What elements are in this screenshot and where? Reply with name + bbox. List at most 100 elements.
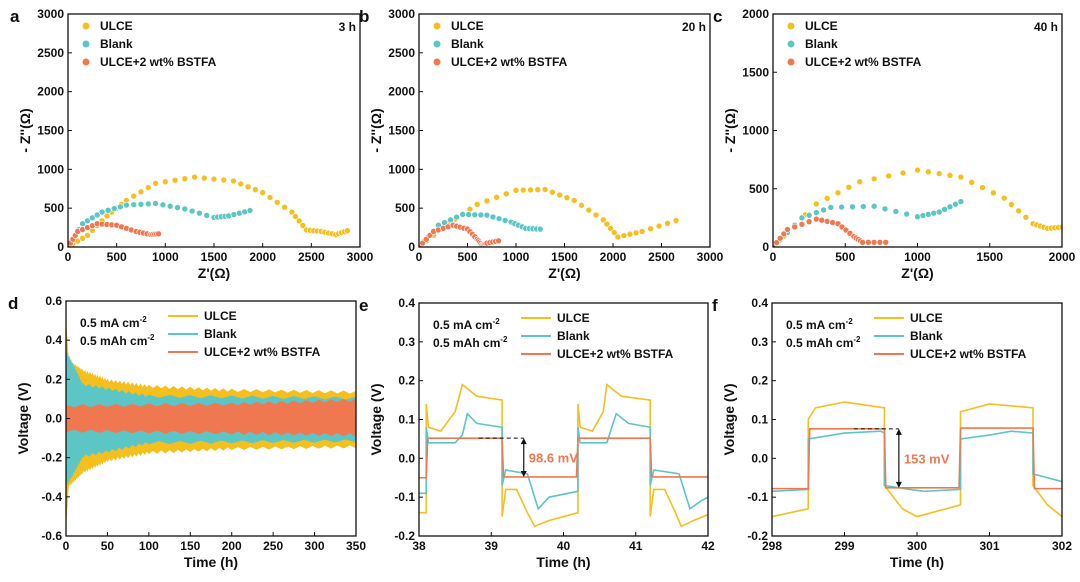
legend-label: Blank — [557, 329, 590, 343]
legend-label: Blank — [451, 37, 484, 51]
data-point-ulce — [610, 229, 618, 236]
x-tick-label: 0 — [63, 539, 70, 553]
legend-label: Blank — [910, 329, 943, 343]
data-point-bstfa — [495, 237, 502, 245]
y-tick-label: -0.1 — [394, 490, 415, 504]
y-tick-label: 0.4 — [45, 333, 62, 347]
data-point-ulce — [607, 225, 614, 232]
data-point-ulce — [292, 213, 299, 220]
data-point-blank — [246, 207, 254, 214]
data-point-ulce — [527, 186, 534, 194]
y-tick-label: 0.6 — [45, 294, 62, 308]
plot-area — [772, 401, 1062, 518]
data-point-blank — [881, 205, 889, 213]
legend-label: ULCE+2 wt% BSTFA — [805, 55, 922, 69]
series-band-bstfa — [66, 398, 356, 437]
data-point-ulce — [220, 176, 228, 184]
y-tick-label: 3000 — [37, 7, 64, 21]
y-tick-label: 0 — [408, 240, 415, 254]
data-point-bstfa — [870, 239, 878, 246]
data-point-blank — [152, 200, 159, 207]
legend-label: Blank — [805, 37, 838, 51]
panel-f: 153 mV 298 299 300 301 302 -0.2 -0.1 0.0 0.1 0.2 0.… — [712, 296, 1072, 570]
data-point-ulce — [230, 177, 237, 185]
x-tick-label: 300 — [907, 539, 927, 553]
legend-marker — [433, 40, 441, 48]
data-point-ulce — [152, 180, 159, 187]
x-tick-label: 39 — [485, 539, 499, 553]
data-point-ulce — [578, 201, 585, 209]
data-point-blank — [453, 213, 460, 221]
data-point-blank — [465, 211, 473, 218]
data-point-blank — [174, 204, 181, 211]
data-point-bstfa — [776, 234, 784, 242]
legend-label: ULCE+2 wt% BSTFA — [100, 55, 217, 69]
data-point-ulce — [813, 200, 820, 208]
x-tick-label: 42 — [701, 539, 715, 553]
data-point-bstfa — [805, 218, 813, 225]
x-tick-label: 3000 — [697, 250, 724, 264]
legend-label: ULCE — [100, 19, 133, 33]
y-tick-label: 1000 — [37, 162, 64, 176]
data-point-ulce — [563, 194, 571, 201]
x-tick-label: 200 — [222, 539, 242, 553]
data-point-ulce — [899, 169, 907, 177]
data-point-blank — [471, 211, 479, 219]
data-point-ulce — [200, 174, 208, 182]
series-line-bstfa — [772, 427, 1062, 490]
data-point-ulce — [1058, 223, 1062, 231]
legend: ULCE Blank ULCE+2 wt% BSTFA — [521, 311, 674, 361]
condition-label: 0.5 mAh cm-2 — [433, 335, 508, 350]
data-point-ulce — [259, 189, 266, 196]
data-point-ulce — [845, 183, 853, 191]
x-tick-label: 2000 — [600, 250, 627, 264]
data-point-ulce — [1000, 194, 1008, 202]
y-tick-label: 0.2 — [45, 372, 62, 386]
y-tick-label: 500 — [395, 201, 415, 215]
panel-b: 0 500 1000 1500 2000 2500 3000 0 500 1000 1500 2000… — [359, 7, 724, 281]
panel-label: b — [359, 7, 369, 26]
data-point-ulce — [541, 186, 549, 193]
x-tick-label: 50 — [101, 539, 115, 553]
data-point-blank — [236, 209, 243, 217]
y-tick-label: 0.3 — [751, 335, 768, 349]
data-point-blank — [110, 205, 118, 212]
x-tick-label: 40 — [557, 539, 571, 553]
y-axis-label: - Z''(Ω) — [17, 108, 33, 152]
panel-c: 0 500 1000 1500 2000 0 500 1000 1500 2000 Z'(Ω) - Z… — [713, 7, 1076, 281]
x-tick-label: 100 — [139, 539, 159, 553]
data-point-blank — [501, 217, 509, 224]
data-point-ulce — [1008, 201, 1015, 208]
data-point-ulce — [914, 166, 921, 174]
x-tick-label: 0 — [416, 250, 423, 264]
data-point-blank — [805, 211, 813, 219]
condition-label: 0.5 mAh cm-2 — [80, 333, 155, 348]
data-point-ulce — [84, 232, 91, 239]
y-tick-label: 0.4 — [751, 296, 768, 310]
data-point-blank — [798, 214, 806, 222]
series-line-blank — [772, 430, 1062, 493]
data-point-blank — [181, 205, 189, 213]
legend-label: ULCE+2 wt% BSTFA — [451, 55, 568, 69]
series-line-blank — [419, 412, 708, 511]
data-point-ulce — [870, 175, 878, 183]
data-point-ulce — [620, 232, 628, 239]
y-tick-label: 3000 — [388, 7, 415, 21]
x-tick-label: 350 — [346, 539, 366, 553]
data-point-ulce — [145, 184, 152, 191]
data-point-ulce — [79, 234, 86, 242]
overpotential-label: 98.6 mV — [529, 451, 578, 466]
y-tick-label: -0.2 — [394, 529, 415, 543]
y-tick-label: -0.2 — [747, 529, 768, 543]
data-point-blank — [203, 212, 210, 219]
y-tick-label: -0.1 — [747, 490, 768, 504]
x-tick-label: 0 — [65, 250, 72, 264]
panel-label: e — [359, 296, 368, 315]
legend-label: Blank — [100, 37, 133, 51]
data-point-bstfa — [865, 239, 872, 246]
data-point-blank — [145, 200, 152, 208]
x-tick-label: 150 — [180, 539, 200, 553]
data-point-bstfa — [818, 216, 826, 224]
data-point-blank — [117, 203, 124, 211]
y-axis-label: - Z''(Ω) — [368, 108, 384, 152]
